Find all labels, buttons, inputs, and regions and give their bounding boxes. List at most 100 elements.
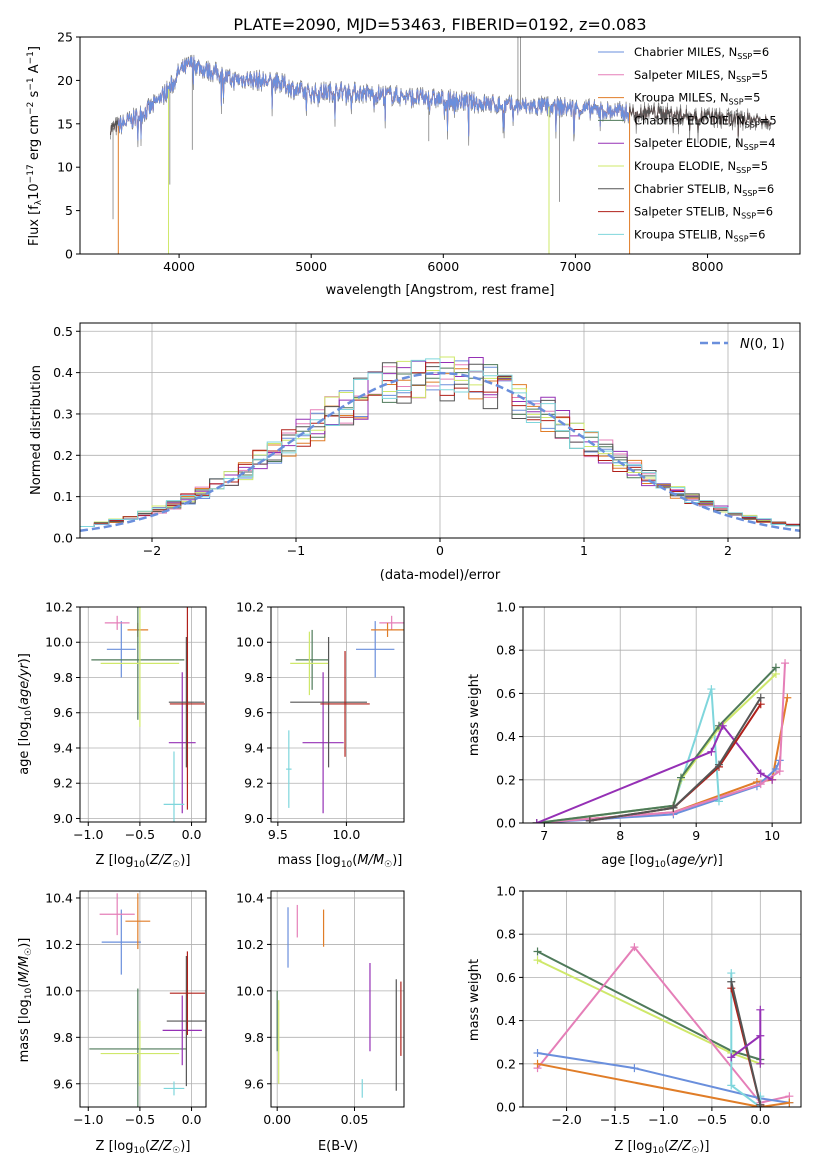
mass-weight-marker: [669, 803, 678, 812]
mass-weight-line: [589, 703, 762, 822]
x-tick-label: 0: [436, 543, 444, 558]
y-tick-label: 9.8: [53, 1030, 73, 1045]
y-tick-label: 9.4: [53, 740, 73, 755]
y-tick-label: 0.6: [496, 686, 516, 701]
legend-entry: Kroupa ELODIE, NSSP=5: [634, 159, 768, 175]
y-axis-label: age [log10(age/yr)]: [17, 653, 34, 775]
y-tick-label: 0.0: [496, 1100, 516, 1115]
plot-area-spectrum: [109, 37, 772, 254]
x-tick-label: 4000: [163, 259, 195, 274]
y-tick-label: 9.6: [53, 1076, 73, 1091]
axes-frame: [270, 606, 405, 823]
y-tick-label: 15: [57, 116, 73, 131]
plot-area-residual-histogram: [80, 356, 800, 538]
y-tick-label: 20: [57, 73, 73, 88]
x-tick-label: −0.5: [125, 1112, 155, 1127]
legend-spectrum: Chabrier MILES, NSSP=6 Salpeter MILES, NS…: [598, 45, 777, 243]
mass-weight-marker: [714, 760, 723, 769]
mass-weight-marker: [781, 659, 790, 668]
panel-age-vs-Z: −1.0 −0.5 0.0 9.0 9.2 9.4 9.6 9.8 10.0 10.2: [45, 600, 207, 842]
y-tick-label: 9.8: [244, 670, 264, 685]
x-tick-label: −0.5: [125, 827, 155, 842]
x-tick-label: 10: [764, 828, 780, 843]
x-axis-label: wavelength [Angstrom, rest frame]: [326, 283, 555, 298]
y-tick-label: 0.4: [496, 729, 516, 744]
panel-age-vs-mass: 9.5 10.0 9.0 9.2 9.4 9.6 9.8 10.0 10.2: [236, 600, 405, 842]
x-tick-label: 9: [692, 828, 700, 843]
x-axis-label: Z [log10(Z/Z☉)]: [96, 1139, 191, 1156]
mass-weight-marker: [630, 943, 639, 952]
y-tick-label: 0.8: [496, 927, 516, 942]
y-tick-label: 9.6: [244, 1076, 264, 1091]
mass-weight-marker: [756, 1005, 765, 1014]
mass-weight-line: [536, 663, 786, 823]
y-axis-label: mass weight: [467, 959, 482, 1041]
mass-weight-marker: [714, 797, 723, 806]
y-tick-label: 1.0: [496, 600, 516, 615]
panel-mass-vs-EBV: 0.00 0.05 9.6 9.8 10.0 10.2 10.4: [236, 890, 405, 1127]
mass-weight-marker: [756, 1059, 765, 1068]
mass-weight-marker: [768, 775, 777, 784]
mass-weight-line: [536, 666, 777, 823]
mass-weight-marker: [533, 956, 542, 965]
y-axis-label: mass [log10(M/M☉)]: [17, 938, 34, 1063]
mass-weight-marker: [756, 780, 765, 789]
y-tick-label: 0.2: [53, 448, 73, 463]
x-tick-label: 8000: [692, 259, 724, 274]
y-tick-label: 9.4: [244, 740, 264, 755]
mass-weight-marker: [756, 693, 765, 702]
y-tick-label: 10.0: [236, 635, 264, 650]
y-tick-label: 9.2: [244, 776, 264, 791]
mass-weight-marker: [727, 1053, 736, 1062]
panel-residual-histogram: −2 −1 0 1 2 0.0 0.1 0.2 0.3 0.4 0.5: [53, 322, 801, 558]
y-tick-label: 10.2: [45, 600, 73, 615]
mass-weight-marker: [756, 1031, 765, 1040]
x-tick-label: −1: [287, 543, 305, 558]
x-tick-label: −1.5: [600, 1112, 630, 1127]
mass-weight-line: [536, 945, 790, 1104]
x-tick-label: −2.0: [551, 1112, 581, 1127]
plot-area-mass-vs-EBV: [276, 904, 402, 1098]
y-tick-label: 9.6: [244, 705, 264, 720]
legend-entry: Salpeter ELODIE, NSSP=4: [634, 136, 776, 152]
residual-histogram-step: [80, 358, 800, 538]
y-tick-label: 0.0: [496, 816, 516, 831]
model-spectrum-line: [117, 56, 630, 141]
y-tick-label: 5: [65, 203, 73, 218]
mass-weight-marker: [727, 1081, 736, 1090]
figure-title: PLATE=2090, MJD=53463, FIBERID=0192, z=0…: [233, 15, 646, 34]
x-axis-label: mass [log10(M/M☉)]: [278, 853, 403, 870]
y-tick-label: 0.8: [496, 643, 516, 658]
panel-spectrum: 4000 5000 6000 7000 8000 0 5 10 15 20 25: [57, 30, 801, 274]
y-axis-label: Normed distribution: [29, 365, 44, 495]
y-tick-label: 0.5: [53, 324, 73, 339]
plot-area-mass-weight-vs-Z: [533, 943, 794, 1107]
y-tick-label: 10.4: [236, 890, 264, 905]
x-axis-label: E(B-V): [318, 1139, 358, 1154]
x-tick-label: −1.0: [73, 1112, 103, 1127]
x-tick-label: −2: [143, 543, 161, 558]
x-axis-label: (data-model)/error: [380, 568, 501, 583]
legend-entry: Kroupa STELIB, NSSP=6: [634, 227, 765, 243]
y-tick-label: 10.2: [236, 937, 264, 952]
y-tick-label: 0.2: [496, 772, 516, 787]
plot-area-mass-vs-Z: [89, 893, 206, 1107]
x-tick-label: 1: [580, 543, 588, 558]
mass-weight-marker: [707, 685, 716, 694]
y-tick-label: 0.4: [496, 1013, 516, 1028]
x-axis-label: Z [log10(Z/Z☉)]: [615, 1139, 710, 1156]
x-tick-label: 0.0: [750, 1112, 770, 1127]
panel-mass-vs-Z: −1.0 −0.5 0.0 9.6 9.8 10.0 10.2 10.4: [45, 890, 207, 1127]
mass-weight-marker: [727, 969, 736, 978]
mass-weight-marker: [532, 819, 541, 823]
x-tick-label: 2: [724, 543, 732, 558]
y-tick-label: 9.0: [53, 811, 73, 826]
y-tick-label: 10.2: [45, 937, 73, 952]
y-tick-label: 9.6: [53, 705, 73, 720]
mass-weight-marker: [585, 816, 594, 823]
legend-entry: N(0, 1): [740, 337, 785, 352]
y-tick-label: 0.0: [53, 531, 73, 546]
y-tick-label: 25: [57, 30, 73, 45]
y-tick-label: 0: [65, 247, 73, 262]
